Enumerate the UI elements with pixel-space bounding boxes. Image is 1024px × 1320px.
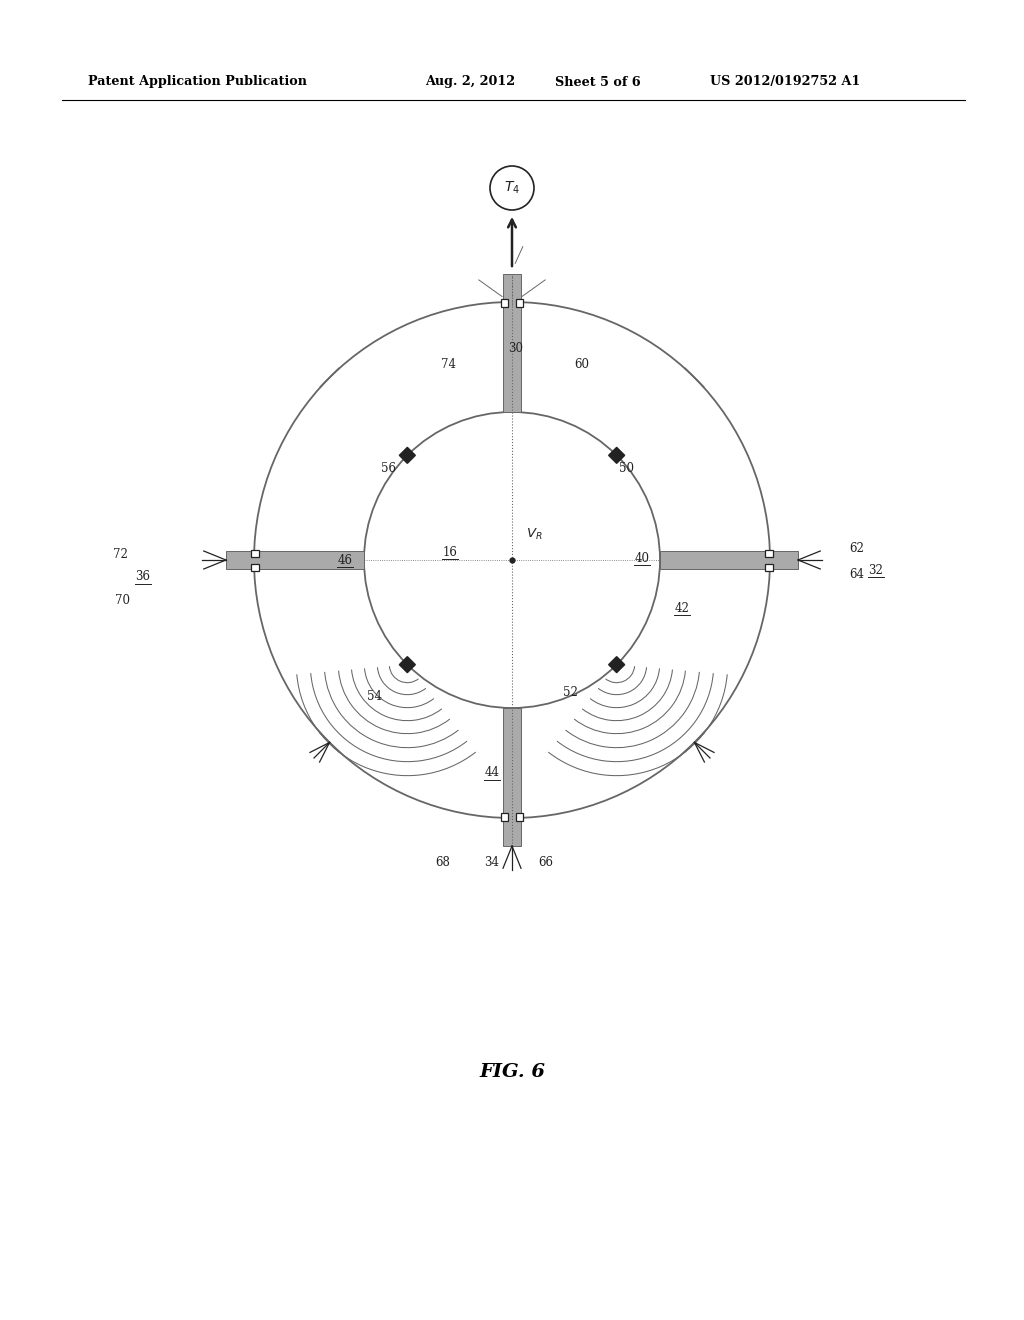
Bar [765,564,773,570]
Polygon shape [608,447,625,463]
Text: 68: 68 [435,857,451,870]
Polygon shape [608,656,625,673]
Text: $V_R$: $V_R$ [525,527,543,541]
Text: 30: 30 [509,342,523,355]
Text: 62: 62 [850,541,864,554]
Text: 72: 72 [113,548,127,561]
Text: 50: 50 [618,462,634,474]
Text: 64: 64 [850,569,864,582]
Bar [516,813,523,821]
Text: 34: 34 [484,857,500,870]
Text: 70: 70 [115,594,129,606]
Text: Aug. 2, 2012: Aug. 2, 2012 [425,75,515,88]
Bar [501,813,508,821]
Text: 56: 56 [381,462,395,474]
Text: Sheet 5 of 6: Sheet 5 of 6 [555,75,641,88]
Text: 46: 46 [338,553,352,566]
Text: 32: 32 [868,564,884,577]
Text: US 2012/0192752 A1: US 2012/0192752 A1 [710,75,860,88]
Text: FIG. 6: FIG. 6 [479,1063,545,1081]
Text: 74: 74 [440,358,456,371]
Text: 66: 66 [539,857,554,870]
Bar [516,300,523,308]
Text: 42: 42 [675,602,689,615]
Text: 52: 52 [562,686,578,700]
Text: 54: 54 [368,689,383,702]
Text: 40: 40 [635,552,649,565]
Polygon shape [399,447,416,463]
Bar [501,300,508,308]
Bar [503,275,521,412]
Bar [226,550,364,569]
Polygon shape [399,656,416,673]
Text: Patent Application Publication: Patent Application Publication [88,75,307,88]
Text: 16: 16 [442,545,458,558]
Bar [765,549,773,557]
Bar [503,708,521,846]
Text: 60: 60 [574,358,590,371]
Bar [251,564,259,570]
Bar [251,549,259,557]
Text: $T_4$: $T_4$ [504,180,520,197]
Bar [660,550,798,569]
Text: 36: 36 [135,570,151,583]
Text: 44: 44 [484,767,500,780]
